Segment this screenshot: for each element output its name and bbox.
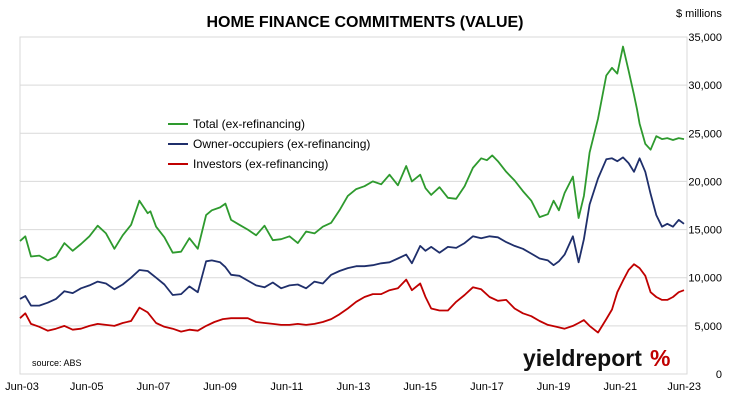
x-axis-ticks: Jun-03 Jun-05 Jun-07 Jun-09 Jun-11 Jun-13 Jun-…	[5, 381, 701, 393]
y-tick-label: 5,000	[694, 321, 722, 333]
x-tick-label: Jun-21	[603, 381, 637, 393]
brand-wordmark: yieldreport	[523, 345, 642, 371]
x-tick-label: Jun-23	[667, 381, 701, 393]
source-note: source: ABS	[32, 358, 82, 368]
legend-label-investors: Investors (ex-refinancing)	[193, 157, 328, 171]
y-tick-label: 0	[716, 369, 722, 381]
y-tick-label: 30,000	[688, 80, 722, 92]
x-tick-label: Jun-13	[337, 381, 371, 393]
x-tick-label: Jun-17	[470, 381, 504, 393]
series-line-investors	[19, 263, 685, 334]
x-tick-label: Jun-07	[137, 381, 171, 393]
x-tick-label: Jun-19	[537, 381, 571, 393]
y-axis-ticks: 0 5,000 10,000 15,000 20,000 25,000 30,000 35,0…	[688, 32, 722, 381]
series-line-owner-occupiers	[19, 156, 685, 307]
y-tick-label: 35,000	[688, 32, 722, 44]
legend: Total (ex-refinancing) Owner-occupiers (…	[168, 117, 370, 171]
legend-label-owner-occupiers: Owner-occupiers (ex-refinancing)	[193, 137, 370, 151]
grid-lines	[20, 36, 687, 327]
chart-title: HOME FINANCE COMMITMENTS (VALUE)	[206, 14, 523, 31]
y-tick-label: 15,000	[688, 225, 722, 237]
x-tick-label: Jun-11	[270, 381, 303, 393]
x-tick-label: Jun-09	[203, 381, 237, 393]
series-line-total	[19, 45, 685, 262]
x-tick-label: Jun-05	[70, 381, 104, 393]
y-tick-label: 25,000	[688, 128, 722, 140]
series-lines	[19, 45, 685, 334]
y-axis-units: $ millions	[676, 8, 722, 20]
x-tick-label: Jun-03	[5, 381, 39, 393]
brand-logo: yieldreport %	[523, 345, 670, 371]
brand-percent-symbol: %	[650, 345, 670, 371]
y-tick-label: 10,000	[688, 273, 722, 285]
legend-label-total: Total (ex-refinancing)	[193, 117, 305, 131]
y-tick-label: 20,000	[688, 176, 722, 188]
x-tick-label: Jun-15	[403, 381, 437, 393]
